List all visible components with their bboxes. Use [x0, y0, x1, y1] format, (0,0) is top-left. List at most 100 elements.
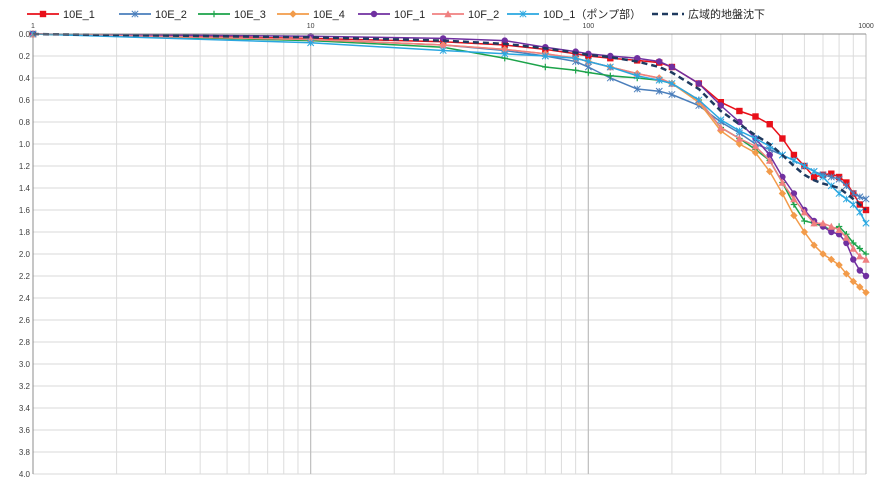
y-tick-label: 2.6 — [19, 316, 31, 325]
data-point-diamond — [766, 167, 774, 176]
data-point-diamond — [778, 189, 787, 198]
y-tick-label: 1.4 — [19, 184, 31, 193]
data-point-star — [862, 195, 870, 203]
data-point-star — [655, 76, 663, 84]
data-point-star — [633, 72, 641, 80]
data-point-star — [842, 195, 850, 203]
data-point-star — [856, 193, 864, 201]
legend-label: 10D_1（ポンプ部） — [543, 7, 641, 21]
x-tick-label: 100 — [582, 23, 594, 30]
data-point-plus — [856, 245, 864, 252]
data-point-diamond — [800, 228, 809, 236]
axes: 0.0 0.2 0.4 0.6 0.8 1.0 1.2 1.4 1.6 1.8 2.0 2.2 2.4 2… — [19, 23, 874, 477]
data-point-plus — [790, 201, 798, 208]
y-tick-label: 0.0 — [19, 30, 31, 39]
legend-label: 10E_2 — [155, 9, 187, 21]
data-point-square — [790, 151, 798, 159]
data-point-square — [736, 107, 743, 115]
legend: 10E_1 10E_2 10E_3 10E_4 10F_1 10F_2 10D_1（ポンプ部… — [27, 7, 765, 21]
legend-label: 10E_1 — [63, 9, 95, 21]
data-point-circle — [850, 256, 857, 263]
data-point-star — [668, 79, 676, 88]
y-tick-label: 1.0 — [19, 140, 31, 149]
data-point-diamond — [819, 250, 827, 258]
data-point-square — [39, 10, 47, 18]
data-point-star — [849, 189, 857, 198]
data-point-plus — [607, 72, 614, 79]
data-point-triangle — [501, 45, 509, 53]
data-point-diamond — [751, 149, 760, 157]
legend-label: 10F_1 — [394, 9, 425, 21]
data-point-star — [735, 127, 743, 135]
data-point-diamond — [849, 277, 857, 286]
series-6 — [29, 30, 870, 227]
series-layer — [29, 30, 870, 297]
y-tick-label: 0.6 — [19, 96, 31, 105]
data-point-star — [307, 39, 315, 47]
y-tick-label: 4.0 — [19, 470, 31, 477]
data-point-star — [633, 85, 641, 93]
data-point-plus — [572, 67, 579, 74]
data-point-star — [717, 116, 725, 124]
data-point-star — [541, 52, 549, 60]
data-point-star — [835, 189, 843, 198]
legend-item: 10E_3 — [198, 9, 266, 21]
data-point-circle — [790, 190, 798, 197]
data-point-triangle — [751, 142, 760, 150]
data-point-star — [835, 175, 843, 183]
data-point-triangle — [735, 134, 744, 142]
data-point-triangle — [717, 123, 725, 131]
data-point-triangle — [856, 252, 864, 260]
data-point-diamond — [735, 140, 744, 148]
data-point-plus — [210, 10, 218, 18]
data-point-triangle — [835, 226, 843, 233]
data-point-star — [849, 200, 857, 209]
legend-item: 10F_2 — [432, 9, 499, 21]
y-tick-label: 2.4 — [19, 294, 31, 303]
data-point-circle — [501, 37, 508, 44]
y-tick-label: 0.8 — [19, 118, 31, 127]
data-point-circle — [766, 151, 773, 159]
data-point-triangle — [439, 41, 447, 49]
data-point-star — [606, 63, 614, 71]
data-point-star — [800, 162, 808, 170]
legend-item: 10E_4 — [277, 9, 345, 21]
y-tick-label: 2.0 — [19, 250, 31, 259]
y-tick-label: 1.2 — [19, 162, 31, 171]
legend-item: 10F_1 — [358, 9, 425, 21]
data-point-diamond — [827, 255, 836, 264]
y-tick-label: 1.6 — [19, 206, 31, 215]
data-point-star — [819, 173, 827, 181]
x-tick-label: 10 — [307, 23, 315, 30]
data-point-circle — [828, 228, 835, 236]
data-point-diamond — [790, 211, 798, 220]
legend-item: 10D_1（ポンプ部） — [507, 7, 641, 21]
series-7 — [32, 32, 867, 211]
data-point-triangle — [790, 195, 798, 203]
data-point-circle — [634, 55, 641, 62]
data-point-triangle — [766, 156, 774, 164]
legend-item: 10E_1 — [27, 9, 95, 21]
data-point-circle — [607, 52, 614, 60]
data-point-star — [862, 219, 870, 227]
y-tick-label: 3.8 — [19, 448, 31, 457]
data-point-star — [584, 57, 592, 66]
data-point-square — [752, 113, 759, 120]
y-tick-label: 0.4 — [19, 74, 31, 83]
data-point-star — [439, 46, 447, 55]
data-point-star — [751, 134, 760, 143]
data-point-star — [842, 182, 850, 190]
data-point-triangle — [827, 222, 836, 230]
data-point-diamond — [862, 288, 870, 297]
legend-label: 広域的地盤沈下 — [688, 7, 765, 21]
data-point-star — [131, 10, 139, 18]
data-point-square — [810, 173, 818, 181]
legend-item: 10E_2 — [119, 9, 187, 21]
data-point-star — [519, 10, 527, 18]
data-point-diamond — [810, 241, 818, 249]
data-point-triangle — [862, 255, 870, 263]
data-point-star — [827, 182, 835, 190]
data-point-diamond — [856, 283, 864, 291]
